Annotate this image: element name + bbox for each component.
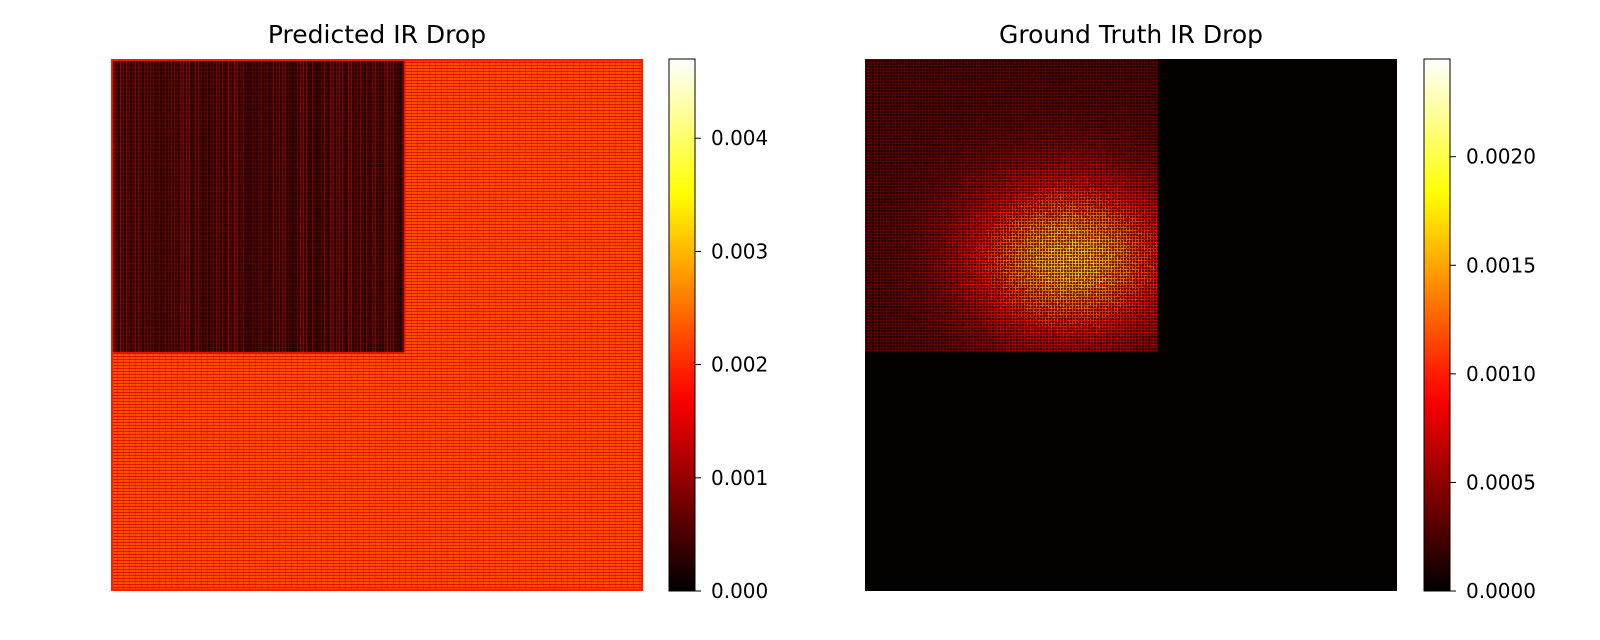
colorbar-tick-label: 0.0020 xyxy=(1466,145,1536,169)
colorbar-tick-label: 0.002 xyxy=(711,353,768,377)
colorbar-tick-label: 0.0000 xyxy=(1466,579,1536,603)
colorbar-tick-label: 0.0010 xyxy=(1466,362,1536,386)
colorbar-tick-label: 0.001 xyxy=(711,466,768,490)
chart-title-ground-truth: Ground Truth IR Drop xyxy=(998,20,1264,49)
colorbar-tick-label: 0.0005 xyxy=(1466,470,1536,494)
heatmap-ground-truth xyxy=(865,59,1397,591)
colorbar-tick-label: 0.003 xyxy=(711,239,768,263)
chart-title-predicted: Predicted IR Drop xyxy=(267,20,487,49)
colorbar-gradient xyxy=(668,58,696,592)
colorbar-tick-label: 0.000 xyxy=(711,579,768,603)
heatmap-predicted xyxy=(111,59,643,591)
colorbar-ground-truth: 0.0000 0.0005 0.0010 0.0015 0.0020 xyxy=(1423,58,1536,603)
colorbar-tick-label: 0.0015 xyxy=(1466,253,1536,277)
colorbar-tick-label: 0.004 xyxy=(711,126,768,150)
colorbar-predicted: 0.000 0.001 0.002 0.003 0.004 xyxy=(668,58,768,603)
colorbar-gradient xyxy=(1423,58,1451,592)
